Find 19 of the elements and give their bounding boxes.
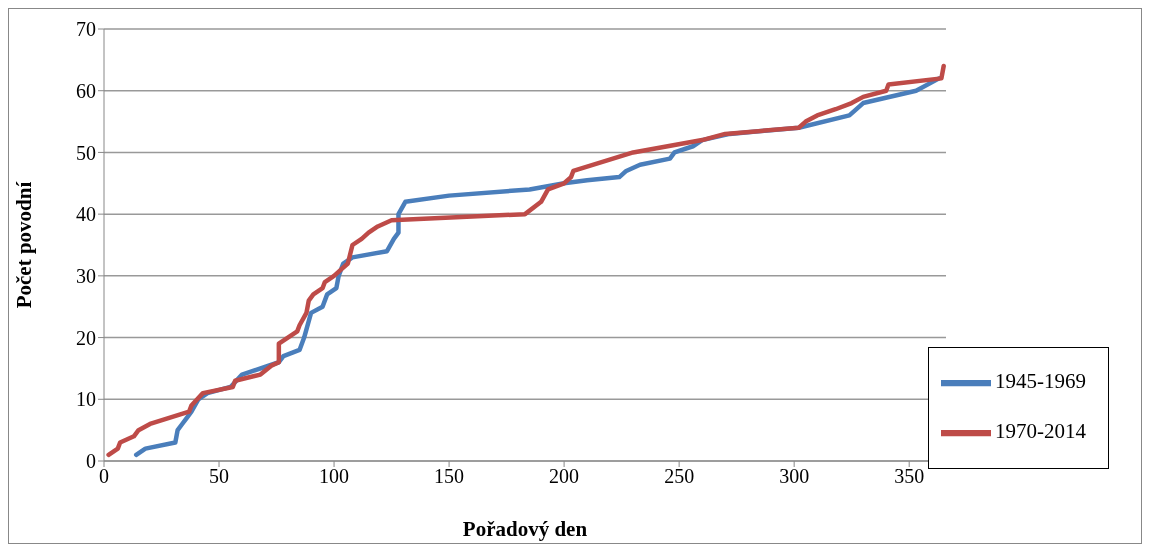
y-tick-label: 70: [76, 18, 96, 41]
x-tick-label: 100: [319, 465, 350, 488]
y-axis-title: Počet povodní: [12, 180, 37, 309]
x-tick-label: 250: [664, 465, 695, 488]
x-tick-label: 50: [209, 465, 230, 488]
y-tick-label: 50: [76, 141, 96, 164]
y-tick-label: 20: [76, 326, 96, 349]
y-tick-label: 60: [76, 79, 96, 102]
y-tick-label: 30: [76, 264, 96, 287]
x-axis-title: Pořadový den: [462, 516, 588, 541]
legend-label: 1970-2014: [995, 418, 1086, 443]
x-tick-label: 150: [434, 465, 465, 488]
y-tick-label: 0: [86, 450, 96, 473]
y-tick-label: 40: [76, 203, 96, 226]
x-tick-label: 300: [779, 465, 810, 488]
y-tick-label: 10: [76, 388, 96, 411]
x-tick-label: 200: [549, 465, 580, 488]
legend-label: 1945-1969: [995, 368, 1086, 393]
x-tick-label: 350: [894, 465, 925, 488]
